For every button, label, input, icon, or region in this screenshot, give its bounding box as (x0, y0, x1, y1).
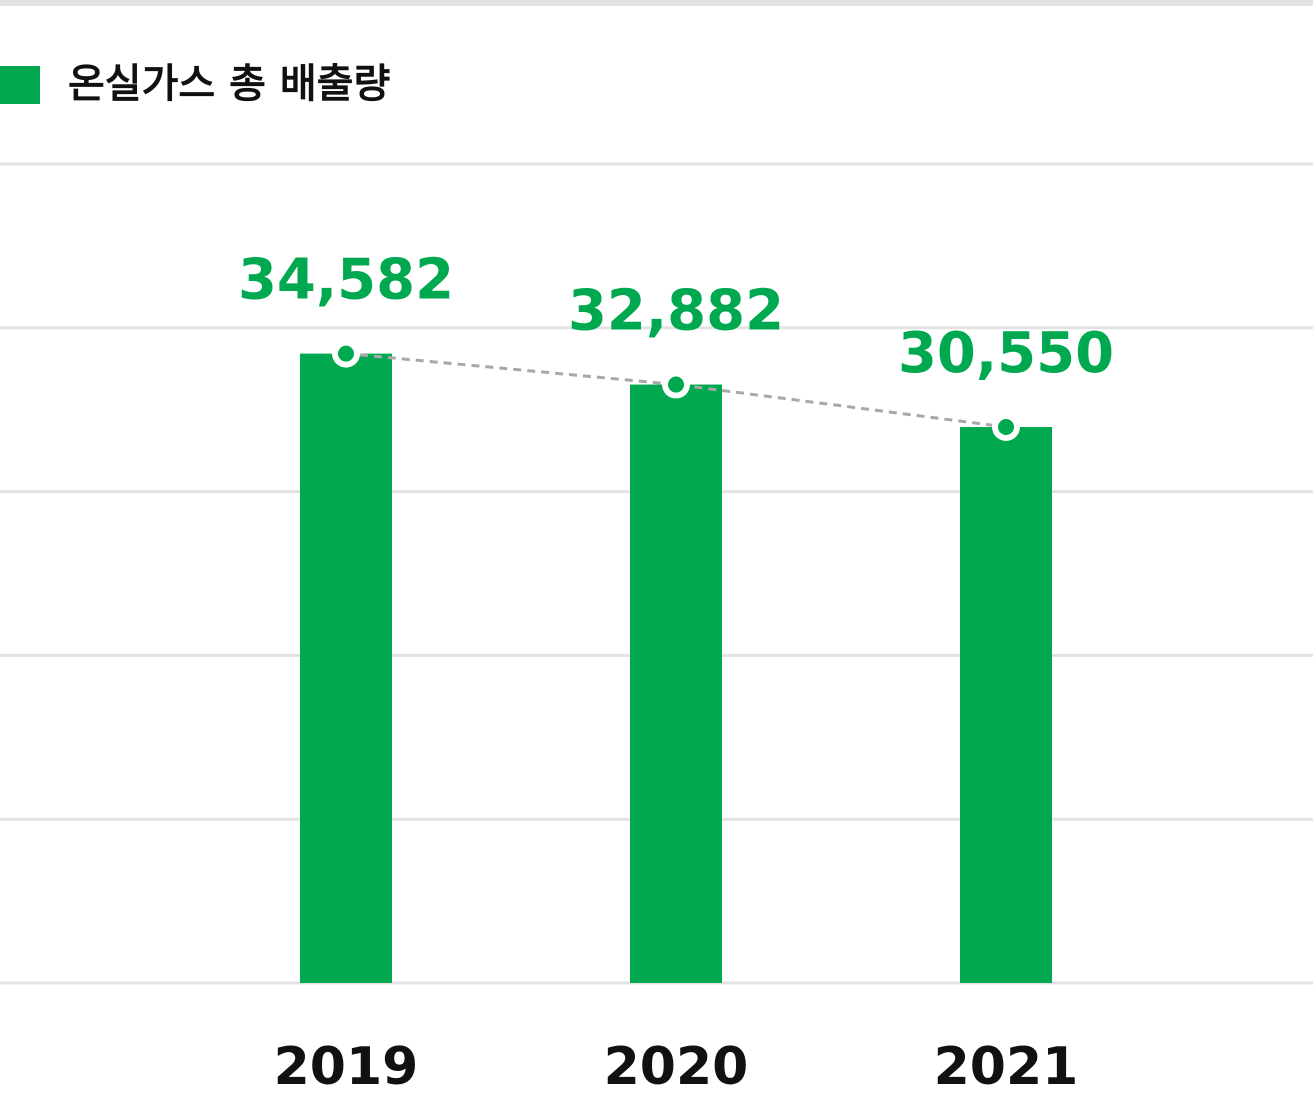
x-tick-label: 2021 (934, 1037, 1079, 1097)
legend-swatch (0, 66, 40, 104)
x-tick-label: 2020 (604, 1037, 749, 1097)
bar (630, 384, 722, 983)
point (338, 345, 354, 362)
trend-line (345, 352, 1007, 429)
value-label: 32,882 (568, 279, 784, 344)
header-border (0, 0, 1313, 6)
value-label: 30,550 (898, 321, 1114, 386)
bar (300, 353, 392, 983)
point (668, 376, 684, 393)
x-tick-label: 2019 (274, 1037, 419, 1097)
bar (960, 426, 1052, 983)
chart-title: 온실가스 총 배출량 (68, 61, 390, 107)
point (998, 418, 1014, 435)
value-label: 34,582 (238, 248, 454, 313)
